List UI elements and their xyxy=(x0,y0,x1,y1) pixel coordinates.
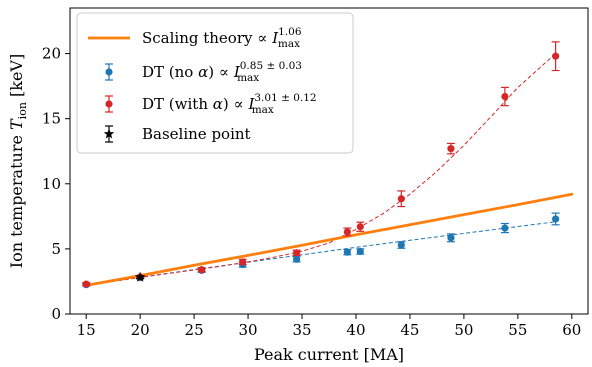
baseline-star-0 xyxy=(134,271,146,282)
no_alpha-legend-subscript: max xyxy=(237,72,259,84)
with_alpha-legend-handle xyxy=(105,95,113,113)
with_alpha-point-3 xyxy=(239,258,247,266)
x-tick-label-35: 35 xyxy=(292,321,311,339)
scaling-legend-text: Scaling theory ∝ xyxy=(142,29,272,47)
no_alpha-point-10 xyxy=(552,215,560,223)
x-tick-label-40: 40 xyxy=(346,321,365,339)
y-axis-label: Ion temperature Tion [keV] xyxy=(7,54,29,268)
no_alpha-legend-handle-marker xyxy=(105,68,113,76)
x-tick-label-15: 15 xyxy=(77,321,96,339)
no_alpha-legend-var: I xyxy=(233,63,241,81)
x-tick-label-45: 45 xyxy=(400,321,419,339)
y-tick-label-10: 10 xyxy=(42,175,61,193)
no_alpha-legend-text: DT (no xyxy=(142,63,198,81)
with_alpha-legend-alpha: α xyxy=(213,95,223,113)
baseline-legend-text: Baseline point xyxy=(142,125,251,143)
baseline-legend-handle xyxy=(103,125,115,143)
no_alpha-legend-handle xyxy=(105,63,113,81)
x-tick-label-25: 25 xyxy=(185,321,204,339)
no_alpha-point-4 xyxy=(293,255,301,263)
with_alpha-point-8 xyxy=(447,145,455,153)
y-tick-label-15: 15 xyxy=(42,110,61,128)
with_alpha-legend-subscript: max xyxy=(252,104,274,116)
x-tick-label-30: 30 xyxy=(239,321,258,339)
baseline-legend-handle-marker xyxy=(103,128,115,139)
axes-layer: 15 20 25 30 35 40 45 50 55 60 0 5 10 15 20 Peak current… xyxy=(7,7,589,364)
with_alpha-legend-exponent: 3.01 ± 0.12 xyxy=(254,92,316,104)
no_alpha-legend-exponent: 0.85 ± 0.03 xyxy=(240,60,302,72)
no_alpha-legend-alpha: α xyxy=(198,63,208,81)
scaling-legend-var: I xyxy=(271,29,279,47)
baseline-legend-label: Baseline point xyxy=(142,125,251,143)
no_alpha-point-8 xyxy=(447,234,455,242)
y-axis-label-symbol: T xyxy=(7,118,26,130)
with_alpha-legend-text: DT (with xyxy=(142,95,213,113)
y-axis-label-main: Ion temperature xyxy=(7,130,26,268)
with_alpha-point-7 xyxy=(397,195,405,203)
with_alpha-point-10 xyxy=(552,52,560,60)
legend-box xyxy=(76,12,354,154)
with_alpha-legend-label: DT (with α) ∝ I3.01 ± 0.12 max xyxy=(142,92,317,116)
no_alpha-point-9 xyxy=(501,224,509,232)
x-tick-label-55: 55 xyxy=(508,321,527,339)
no_alpha-legend-text2: ) ∝ xyxy=(208,63,234,81)
y-tick-label-0: 0 xyxy=(51,305,61,323)
with_alpha-legend-text2: ) ∝ xyxy=(223,95,249,113)
with_alpha-fit-curve xyxy=(86,53,556,286)
y-axis-label-unit: [keV] xyxy=(7,54,26,102)
scaling-legend-subscript: max xyxy=(278,38,300,50)
x-tick-label-20: 20 xyxy=(131,321,150,339)
no_alpha-point-7 xyxy=(397,241,405,249)
y-axis-label-subscript: ion xyxy=(16,102,29,119)
with_alpha-point-5 xyxy=(343,228,351,236)
with_alpha-point-2 xyxy=(198,266,206,274)
with_alpha-legend-var: I xyxy=(247,95,255,113)
no_alpha-fit-curve xyxy=(86,221,556,286)
with_alpha-point-6 xyxy=(356,223,364,231)
no_alpha-point-5 xyxy=(343,248,351,256)
y-tick-label-5: 5 xyxy=(51,240,61,258)
x-tick-label-50: 50 xyxy=(454,321,473,339)
with_alpha-point-0 xyxy=(82,280,90,288)
x-axis-label: Peak current [MA] xyxy=(254,345,404,364)
scaling-theory-line xyxy=(84,192,574,287)
plot-frame xyxy=(69,7,589,315)
y-tick-label-20: 20 xyxy=(42,45,61,63)
no_alpha-legend-label: DT (no α) ∝ I0.85 ± 0.03 max xyxy=(142,60,302,84)
scaling-legend-exponent: 1.06 xyxy=(278,26,302,38)
scaling-legend-label: Scaling theory ∝ I1.06 max xyxy=(142,26,302,50)
plot-data-layer xyxy=(82,41,574,289)
with_alpha-point-4 xyxy=(293,249,301,257)
with_alpha-legend-handle-marker xyxy=(105,100,113,108)
x-tick-label-60: 60 xyxy=(562,321,581,339)
no_alpha-point-6 xyxy=(356,247,364,256)
with_alpha-point-9 xyxy=(501,92,509,101)
